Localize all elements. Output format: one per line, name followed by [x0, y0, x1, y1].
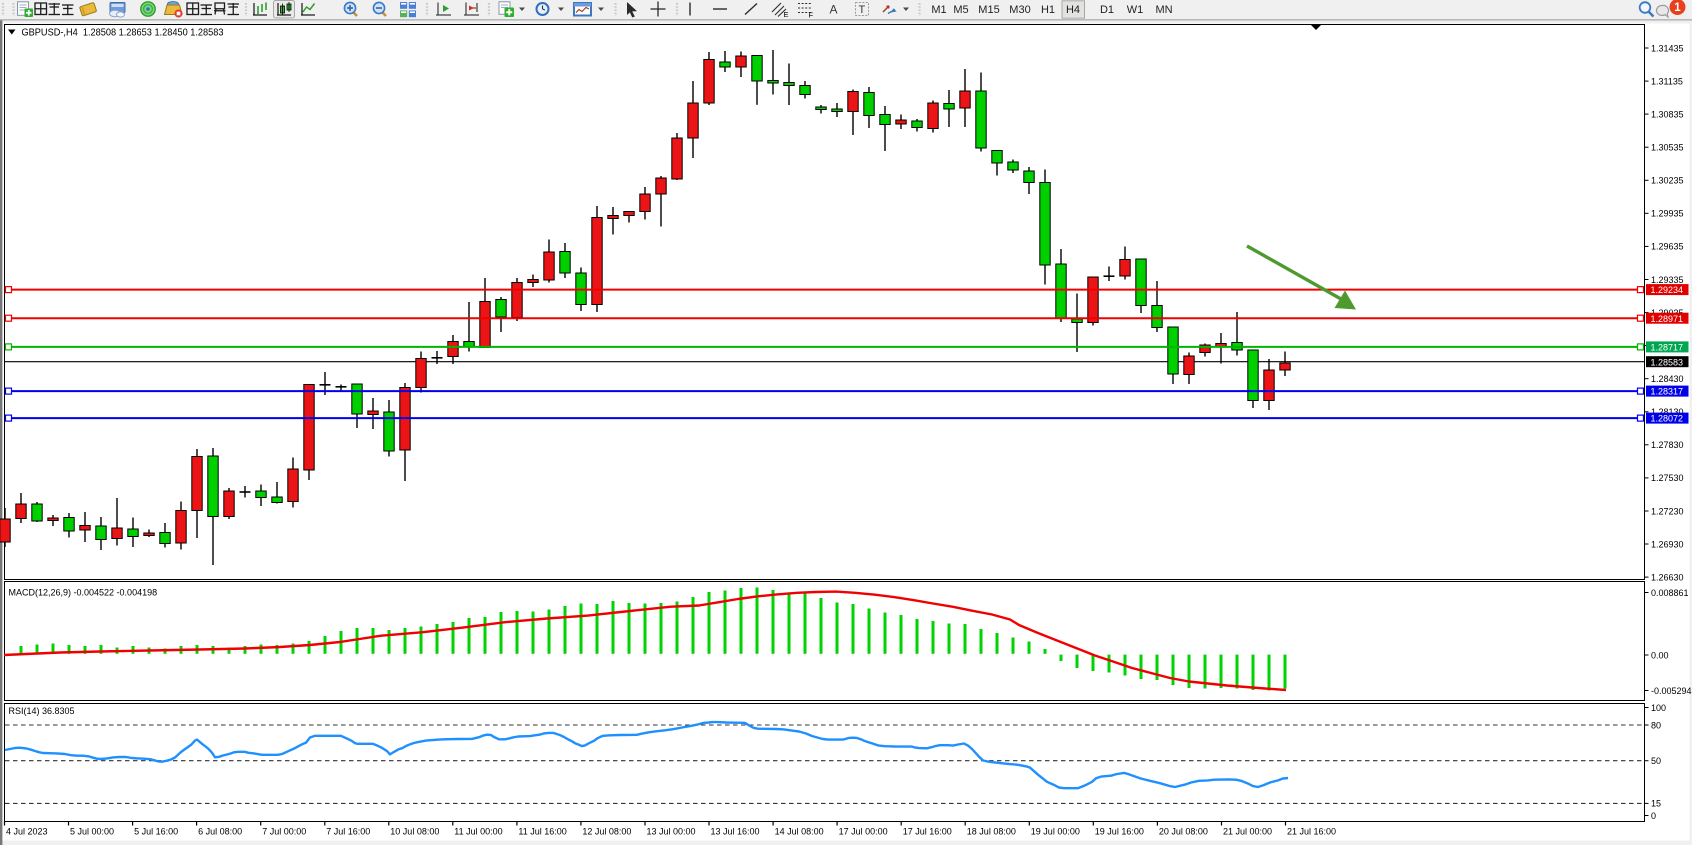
svg-text:17 Jul 16:00: 17 Jul 16:00: [903, 827, 952, 837]
svg-text:H4: H4: [1066, 4, 1080, 16]
svg-text:RSI(14) 36.8305: RSI(14) 36.8305: [9, 706, 75, 716]
svg-text:D1: D1: [1100, 4, 1114, 16]
svg-text:1.28583: 1.28583: [1651, 357, 1684, 367]
svg-text:1.28971: 1.28971: [1651, 314, 1684, 324]
svg-text:1.30235: 1.30235: [1651, 176, 1684, 186]
svg-text:5 Jul 16:00: 5 Jul 16:00: [134, 827, 178, 837]
svg-text:19 Jul 00:00: 19 Jul 00:00: [1031, 827, 1080, 837]
svg-text:1.28430: 1.28430: [1651, 374, 1684, 384]
svg-text:1.28130: 1.28130: [1651, 407, 1684, 417]
svg-text:M30: M30: [1009, 4, 1030, 16]
svg-text:1.26930: 1.26930: [1651, 539, 1684, 549]
svg-text:15: 15: [1651, 799, 1661, 809]
svg-text:14 Jul 08:00: 14 Jul 08:00: [775, 827, 824, 837]
svg-text:1.28717: 1.28717: [1651, 343, 1684, 353]
svg-text:E: E: [784, 10, 789, 19]
svg-text:W1: W1: [1127, 4, 1144, 16]
svg-text:21 Jul 00:00: 21 Jul 00:00: [1223, 827, 1272, 837]
svg-text:1: 1: [1674, 2, 1681, 14]
svg-text:18 Jul 08:00: 18 Jul 08:00: [967, 827, 1016, 837]
svg-text:M15: M15: [978, 4, 999, 16]
svg-text:13 Jul 16:00: 13 Jul 16:00: [711, 827, 760, 837]
svg-text:MACD(12,26,9) -0.004522 -0.004: MACD(12,26,9) -0.004522 -0.004198: [9, 588, 158, 598]
svg-text:M5: M5: [953, 4, 968, 16]
svg-text:100: 100: [1651, 703, 1666, 713]
svg-text:0.008861: 0.008861: [1651, 588, 1689, 598]
svg-text:6 Jul 08:00: 6 Jul 08:00: [198, 827, 242, 837]
svg-text:11 Jul 00:00: 11 Jul 00:00: [454, 827, 502, 837]
svg-text:MN: MN: [1155, 4, 1172, 16]
svg-text:20 Jul 08:00: 20 Jul 08:00: [1159, 827, 1208, 837]
svg-text:1.28317: 1.28317: [1651, 387, 1684, 397]
svg-text:12 Jul 08:00: 12 Jul 08:00: [582, 827, 631, 837]
svg-text:F: F: [809, 11, 814, 20]
svg-text:1.27230: 1.27230: [1651, 506, 1684, 516]
svg-text:10 Jul 08:00: 10 Jul 08:00: [390, 827, 439, 837]
svg-text:1.31435: 1.31435: [1651, 43, 1684, 53]
svg-text:80: 80: [1651, 720, 1661, 730]
svg-text:1.29234: 1.29234: [1651, 285, 1684, 295]
svg-text:50: 50: [1651, 756, 1661, 766]
svg-text:A: A: [830, 3, 838, 17]
svg-text:-0.005294: -0.005294: [1651, 686, 1692, 696]
svg-text:1.26630: 1.26630: [1651, 572, 1684, 582]
svg-text:5 Jul 00:00: 5 Jul 00:00: [70, 827, 114, 837]
svg-text:1.29335: 1.29335: [1651, 275, 1684, 285]
svg-text:7 Jul 00:00: 7 Jul 00:00: [262, 827, 306, 837]
svg-text:T: T: [859, 4, 866, 16]
svg-text:0: 0: [1651, 811, 1656, 821]
svg-text:1.30535: 1.30535: [1651, 143, 1684, 153]
svg-text:1.30835: 1.30835: [1651, 109, 1684, 119]
svg-text:1.29935: 1.29935: [1651, 209, 1684, 219]
svg-text:1.28072: 1.28072: [1651, 414, 1684, 424]
svg-text:13 Jul 00:00: 13 Jul 00:00: [647, 827, 696, 837]
svg-text:1.31135: 1.31135: [1651, 76, 1683, 86]
svg-text:GBPUSD-,H4 1.28508 1.28653 1.: GBPUSD-,H4 1.28508 1.28653 1.28450 1.285…: [22, 27, 224, 39]
svg-text:0.00: 0.00: [1651, 650, 1669, 660]
svg-text:19 Jul 16:00: 19 Jul 16:00: [1095, 827, 1144, 837]
svg-text:1.27830: 1.27830: [1651, 440, 1684, 450]
svg-text:7 Jul 16:00: 7 Jul 16:00: [326, 827, 370, 837]
svg-text:1.27530: 1.27530: [1651, 473, 1684, 483]
svg-text:21 Jul 16:00: 21 Jul 16:00: [1287, 827, 1336, 837]
svg-text:H1: H1: [1041, 4, 1055, 16]
svg-text:4 Jul 2023: 4 Jul 2023: [6, 827, 48, 837]
svg-text:1.29635: 1.29635: [1651, 242, 1684, 252]
svg-text:M1: M1: [931, 4, 946, 16]
svg-text:17 Jul 00:00: 17 Jul 00:00: [839, 827, 888, 837]
svg-text:11 Jul 16:00: 11 Jul 16:00: [518, 827, 566, 837]
